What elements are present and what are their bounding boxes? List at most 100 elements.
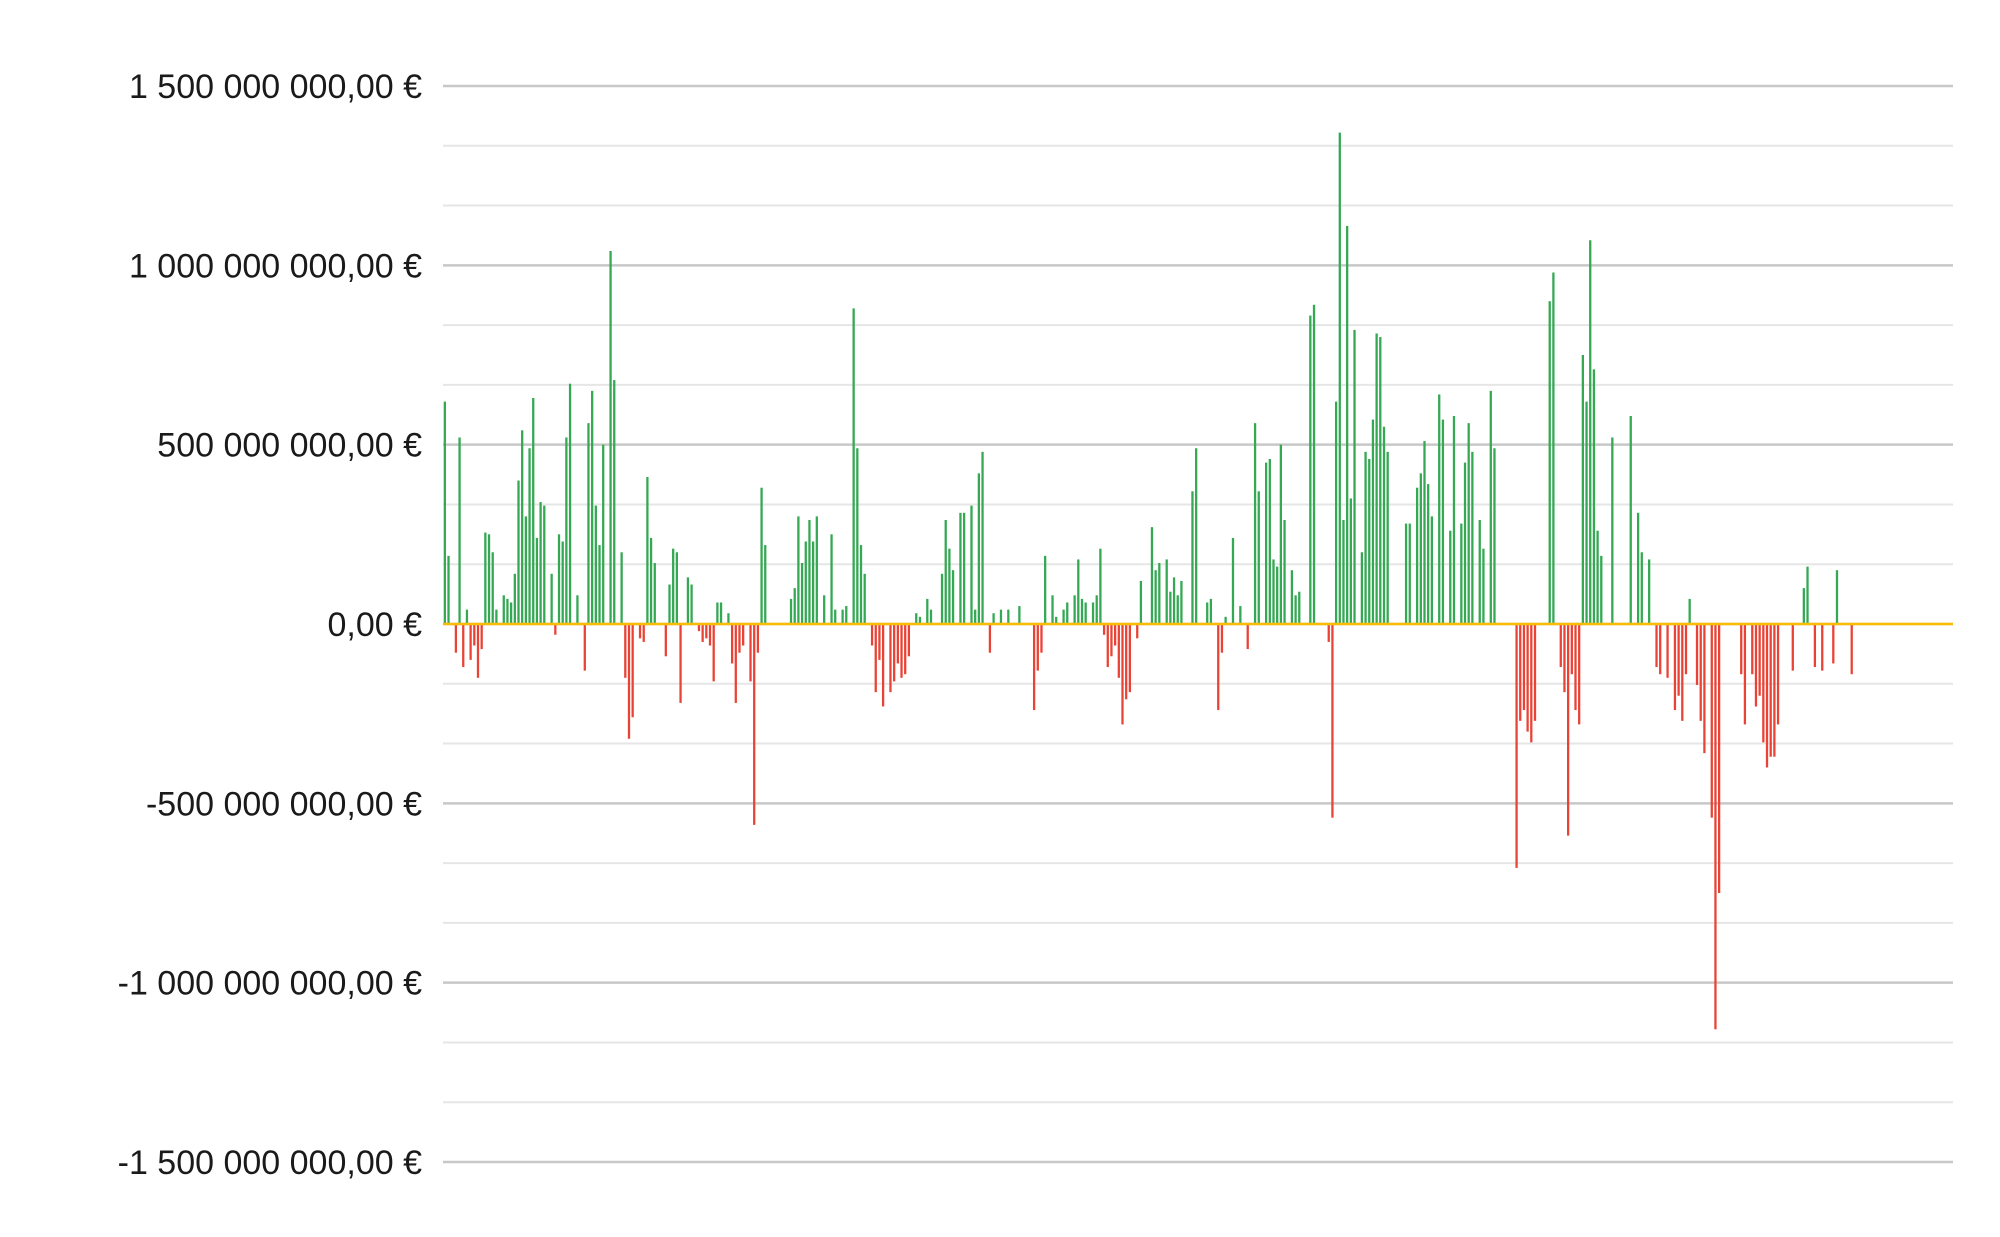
bar-negative [1128,624,1131,693]
bar-positive [561,541,564,624]
bars [443,132,1853,1030]
bar-positive [1835,570,1839,624]
bar-positive [1073,595,1076,624]
bar-positive [1298,591,1301,624]
bar-negative [454,624,458,653]
bar-negative [900,624,903,678]
bar-positive [565,437,568,624]
bar-positive [620,552,623,624]
bar-positive [1158,563,1161,624]
bar-positive [981,451,984,624]
bar-negative [631,624,634,718]
bar-positive [517,480,520,624]
bar-negative [1110,624,1113,657]
bar-negative [554,624,557,635]
bar-negative [1217,624,1220,711]
bar-positive [458,437,461,624]
grid-lines [443,84,1953,1164]
bar-positive [1279,444,1282,624]
bar-positive [834,609,837,624]
bar-positive [1349,498,1352,624]
bar-positive [1419,473,1422,624]
bar-positive [823,595,826,624]
bar-positive [1224,616,1227,624]
bar-positive [1360,552,1364,624]
bar-positive [1268,459,1271,624]
bar-negative [1113,624,1117,646]
bar-negative [1566,624,1570,836]
bar-negative [480,624,483,650]
bar-positive [557,534,561,624]
bar-negative [697,624,701,632]
bar-negative [1559,624,1562,668]
bar-positive [1290,570,1294,624]
bar-positive [591,390,594,624]
bar-negative [664,624,667,657]
bar-negative [1754,624,1758,707]
bar-positive [1600,555,1603,624]
bar-positive [1379,337,1382,624]
bar-positive [1452,415,1456,624]
bar-negative [1040,624,1043,653]
bar-positive [602,444,605,624]
bar-positive [959,512,962,624]
bar-negative [738,624,741,653]
bar-positive [1441,419,1445,624]
bar-positive [1051,595,1054,624]
bar-negative [1106,624,1109,668]
bar-negative [701,624,704,642]
bar-positive [1585,401,1588,624]
bar-positive [1552,272,1555,624]
bar-positive [727,613,730,624]
bar-negative [1666,624,1669,678]
bar-positive [1346,225,1349,624]
bar-negative [476,624,480,678]
bar-negative [874,624,877,693]
bar-positive [992,613,995,624]
bar-negative [1530,624,1533,743]
bar-negative [642,624,645,642]
bar-positive [1548,301,1551,624]
bar-positive [1150,527,1154,624]
y-tick-label: 0,00 € [327,606,422,644]
bar-positive [1802,588,1805,624]
bar-positive [1430,516,1433,624]
bar-positive [1176,595,1179,624]
bar-negative [1703,624,1706,754]
bar-negative [1776,624,1780,725]
bar-positive [1408,523,1411,624]
bar-positive [1636,512,1640,624]
bar-positive [524,516,527,624]
bar-negative [1710,624,1713,818]
bar-negative [1758,624,1761,696]
bar-negative [1220,624,1224,653]
bar-positive [841,609,844,624]
bar-negative [1036,624,1039,671]
bar-positive [668,584,671,624]
bar-positive [1375,333,1378,624]
bar-positive [1438,394,1441,624]
bar-positive [1276,566,1279,624]
bar-negative [1522,624,1526,711]
bar-positive [1382,426,1386,624]
bar-positive [447,555,450,624]
bar-negative [1533,624,1537,721]
bar-positive [594,505,597,624]
bar-positive [815,516,818,624]
bar-positive [1592,369,1596,624]
bar-negative [462,624,465,668]
bar-positive [535,537,539,624]
bar-negative [753,624,756,825]
bar-positive [532,398,535,624]
bar-positive [1264,462,1268,624]
bar-positive [1180,580,1183,624]
bar-positive [852,308,855,624]
bar-negative [1578,624,1581,725]
bar-positive [672,548,675,624]
bar-positive [1342,519,1345,624]
bar-positive [918,616,922,624]
bar-positive [598,545,601,624]
bar-positive [587,423,590,624]
bar-positive [929,609,933,624]
